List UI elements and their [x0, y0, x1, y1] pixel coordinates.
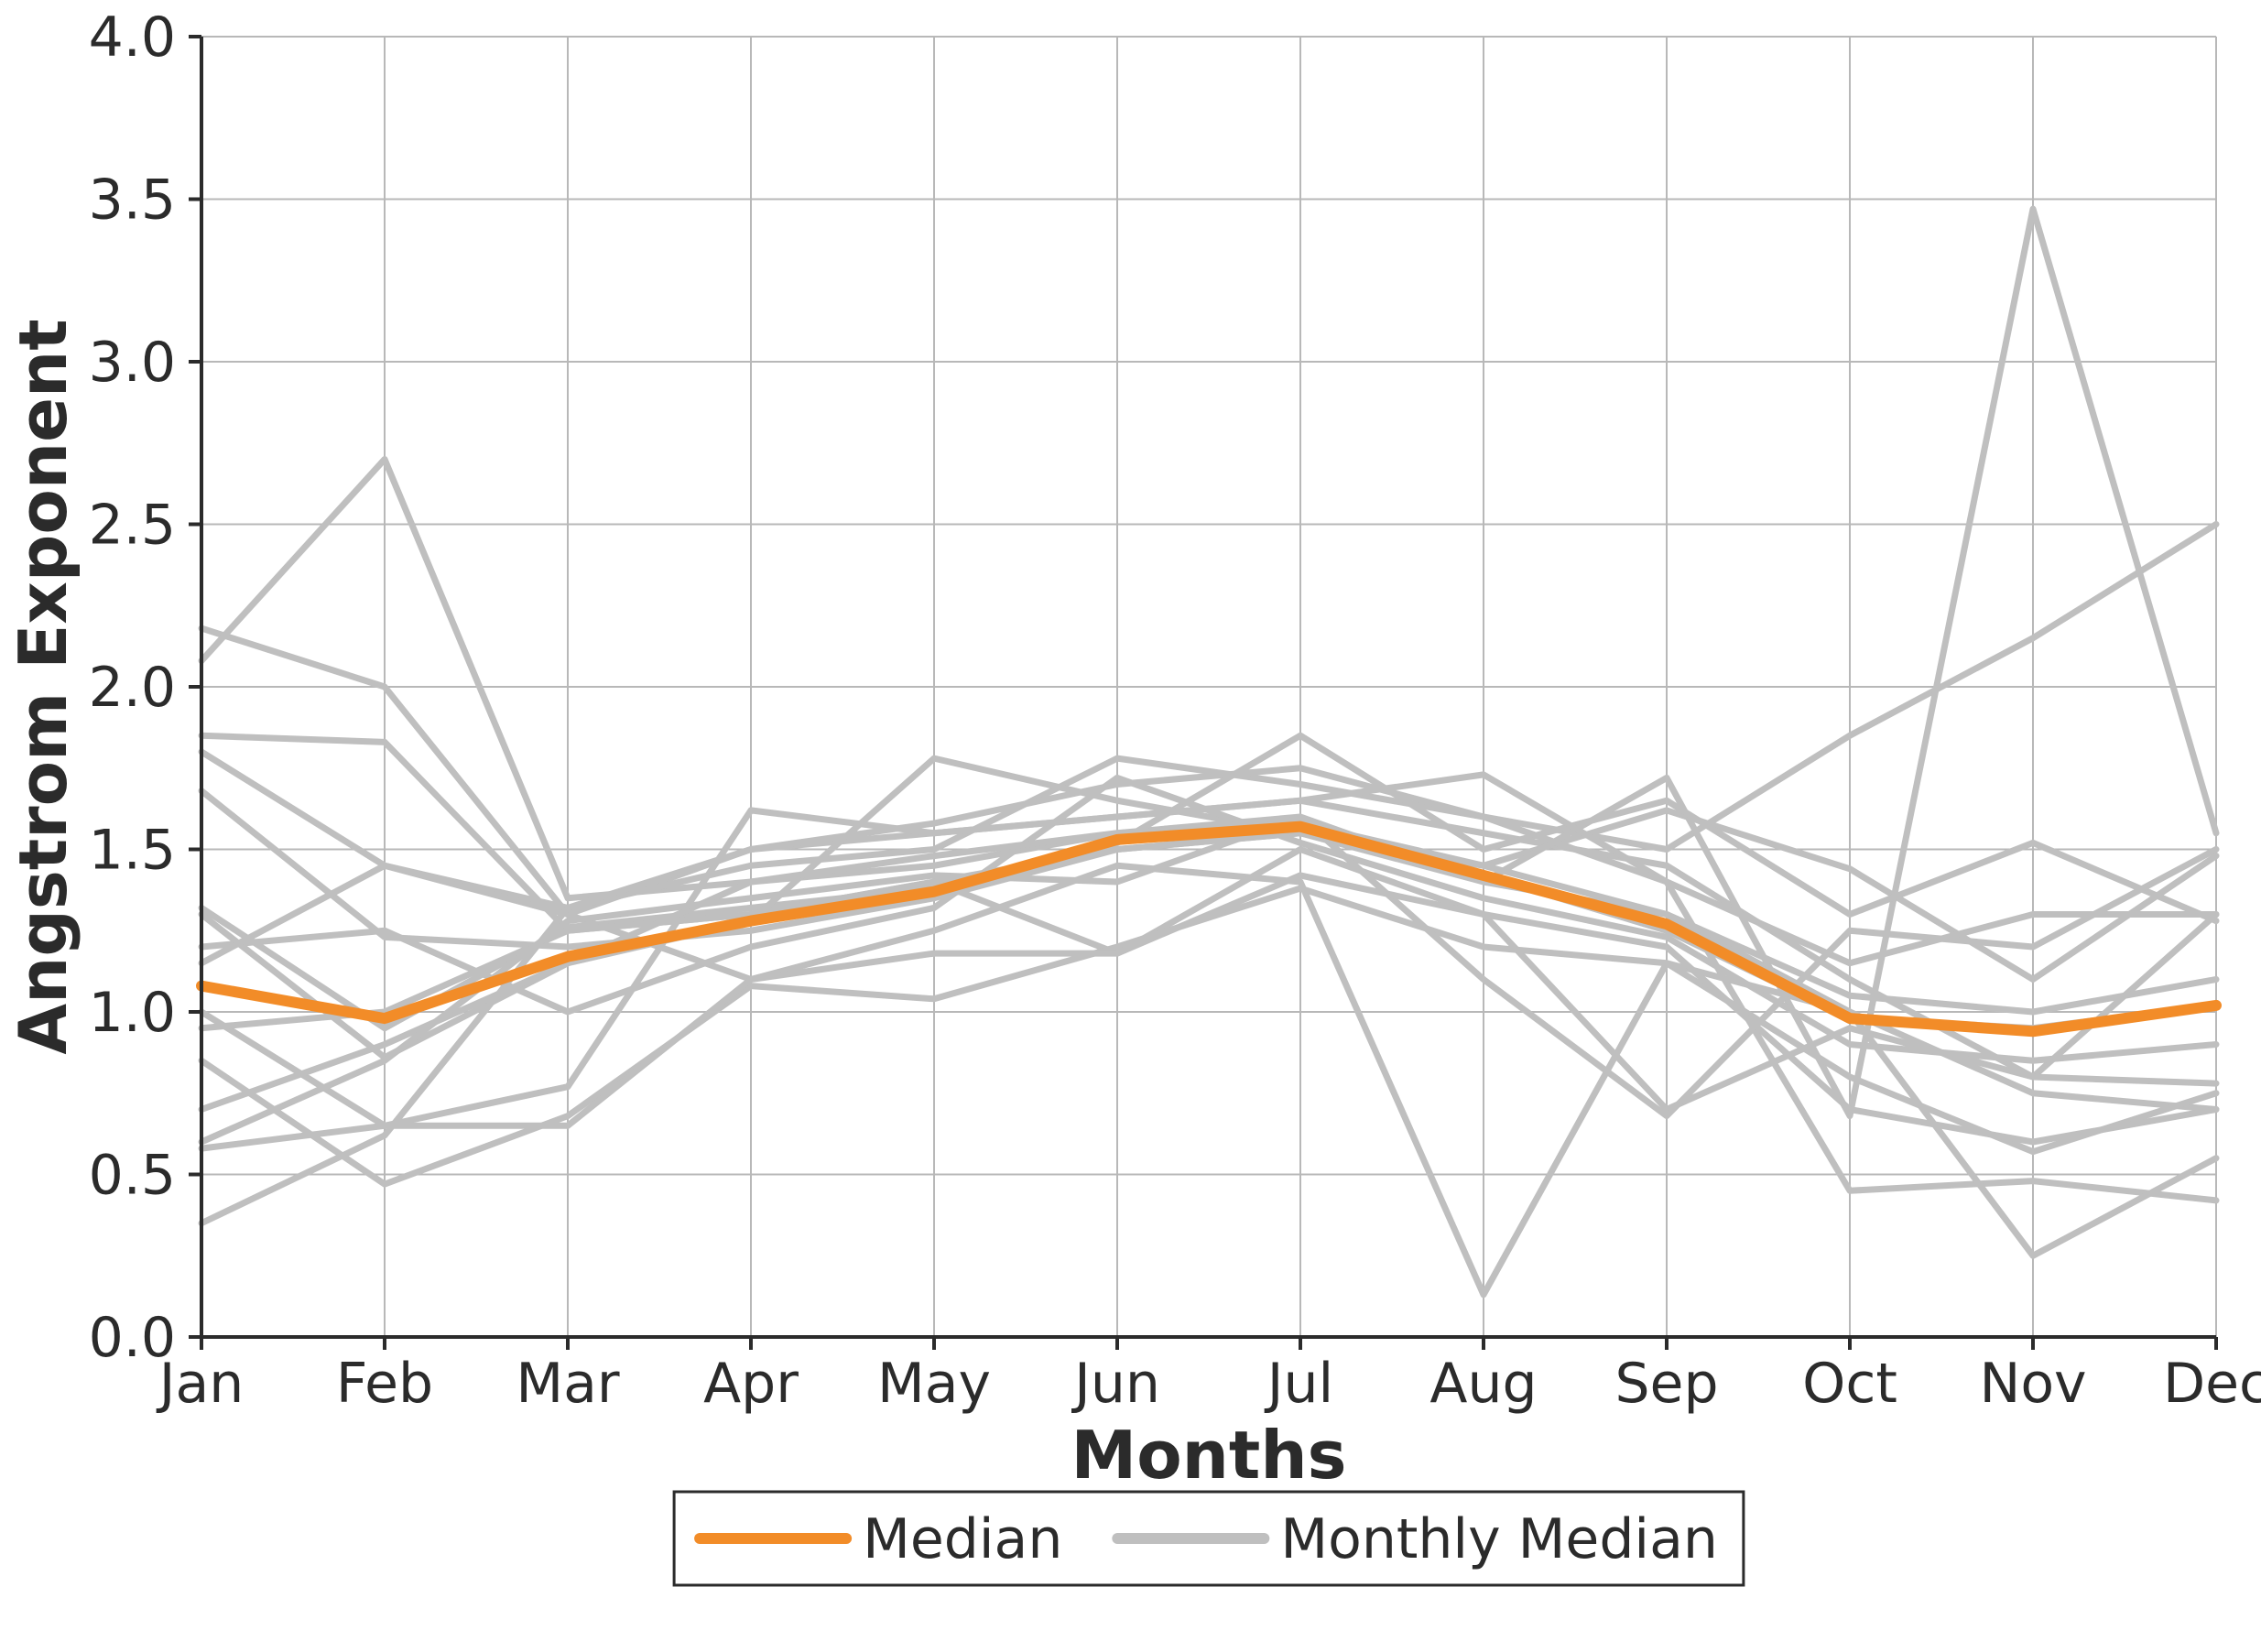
x-tick-label: May	[877, 1352, 991, 1416]
x-tick-label: Feb	[336, 1352, 433, 1416]
legend: Median Monthly Median	[674, 1492, 1744, 1585]
y-tick-label: 1.0	[89, 981, 176, 1045]
legend-label: Median	[863, 1507, 1062, 1571]
x-tick-label: Apr	[703, 1352, 799, 1416]
y-axis-label: Angstrom Exponent	[5, 319, 82, 1054]
y-tick-label: 2.0	[89, 656, 176, 720]
x-tick-label: Oct	[1802, 1352, 1897, 1416]
x-tick-label: Sep	[1614, 1352, 1718, 1416]
y-tick-label: 3.0	[89, 331, 176, 395]
y-tick-label: 0.5	[89, 1144, 176, 1208]
x-tick-label: Mar	[516, 1352, 620, 1416]
y-tick-label: 4.0	[89, 5, 176, 70]
x-tick-label: Dec	[2163, 1352, 2261, 1416]
y-tick-label: 0.0	[89, 1306, 176, 1370]
x-axis-label: Months	[1071, 1417, 1347, 1494]
x-tick-label: Aug	[1429, 1352, 1537, 1416]
x-tick-label: Nov	[1979, 1352, 2086, 1416]
legend-label: Monthly Median	[1280, 1507, 1718, 1571]
angstrom-exponent-chart: JanFebMarAprMayJunJulAugSepOctNovDec0.00…	[0, 0, 2261, 1652]
x-tick-label: Jun	[1071, 1352, 1160, 1416]
y-tick-label: 1.5	[89, 819, 176, 883]
chart-svg: JanFebMarAprMayJunJulAugSepOctNovDec0.00…	[0, 0, 2261, 1652]
y-tick-label: 2.5	[89, 494, 176, 558]
y-tick-label: 3.5	[89, 168, 176, 233]
x-tick-label: Jul	[1264, 1352, 1333, 1416]
